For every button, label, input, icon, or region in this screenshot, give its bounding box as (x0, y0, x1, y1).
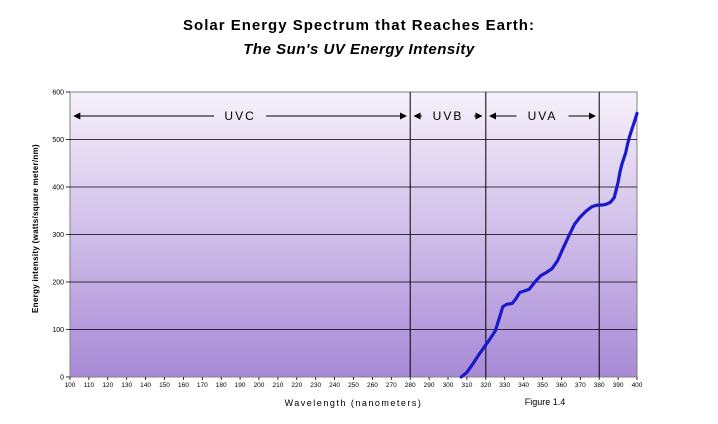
x-tick-label: 190 (235, 382, 246, 389)
x-tick-label: 240 (329, 382, 340, 389)
x-tick-label: 310 (461, 382, 472, 389)
x-tick-label: 390 (613, 382, 624, 389)
x-tick-label: 210 (272, 382, 283, 389)
x-tick-label: 270 (386, 382, 397, 389)
x-tick-label: 370 (575, 382, 586, 389)
y-tick-label: 100 (52, 327, 64, 334)
x-tick-label: 280 (405, 382, 416, 389)
x-tick-label: 380 (594, 382, 605, 389)
x-tick-label: 110 (84, 382, 95, 389)
x-tick-label: 200 (254, 382, 265, 389)
y-tick-label: 500 (52, 137, 64, 144)
y-axis-label: Energy intensity (watts/square meter/nm) (31, 144, 40, 313)
band-label-uva: UVA (528, 109, 558, 123)
x-tick-label: 100 (65, 382, 76, 389)
x-tick-label: 120 (102, 382, 113, 389)
x-tick-label: 320 (480, 382, 491, 389)
x-tick-label: 170 (197, 382, 208, 389)
x-tick-label: 330 (499, 382, 510, 389)
y-tick-label: 200 (52, 280, 64, 287)
y-tick-label: 300 (52, 232, 64, 239)
y-tick-label: 0 (60, 375, 64, 382)
figure-annotation: Figure 1.4 (525, 397, 566, 407)
x-tick-label: 250 (348, 382, 359, 389)
x-tick-label: 400 (632, 382, 643, 389)
band-label-uvb: UVB (433, 109, 464, 123)
y-tick-label: 600 (52, 90, 64, 97)
series-line (459, 111, 639, 379)
x-tick-label: 300 (443, 382, 454, 389)
x-tick-label: 290 (424, 382, 435, 389)
x-tick-label: 180 (216, 382, 227, 389)
chart-title: Solar Energy Spectrum that Reaches Earth… (183, 17, 535, 34)
x-tick-label: 360 (556, 382, 567, 389)
x-tick-label: 350 (537, 382, 548, 389)
chart-subtitle: The Sun's UV Energy Intensity (243, 41, 475, 58)
x-tick-label: 260 (367, 382, 378, 389)
x-tick-label: 150 (159, 382, 170, 389)
y-tick-label: 400 (52, 185, 64, 192)
x-tick-label: 130 (121, 382, 132, 389)
x-tick-label: 220 (291, 382, 302, 389)
x-tick-label: 230 (310, 382, 321, 389)
band-label-uvc: UVC (224, 109, 255, 123)
x-tick-label: 160 (178, 382, 189, 389)
x-tick-label: 340 (518, 382, 529, 389)
x-tick-label: 140 (140, 382, 151, 389)
x-axis-label: Wavelength (nanometers) (285, 398, 423, 408)
